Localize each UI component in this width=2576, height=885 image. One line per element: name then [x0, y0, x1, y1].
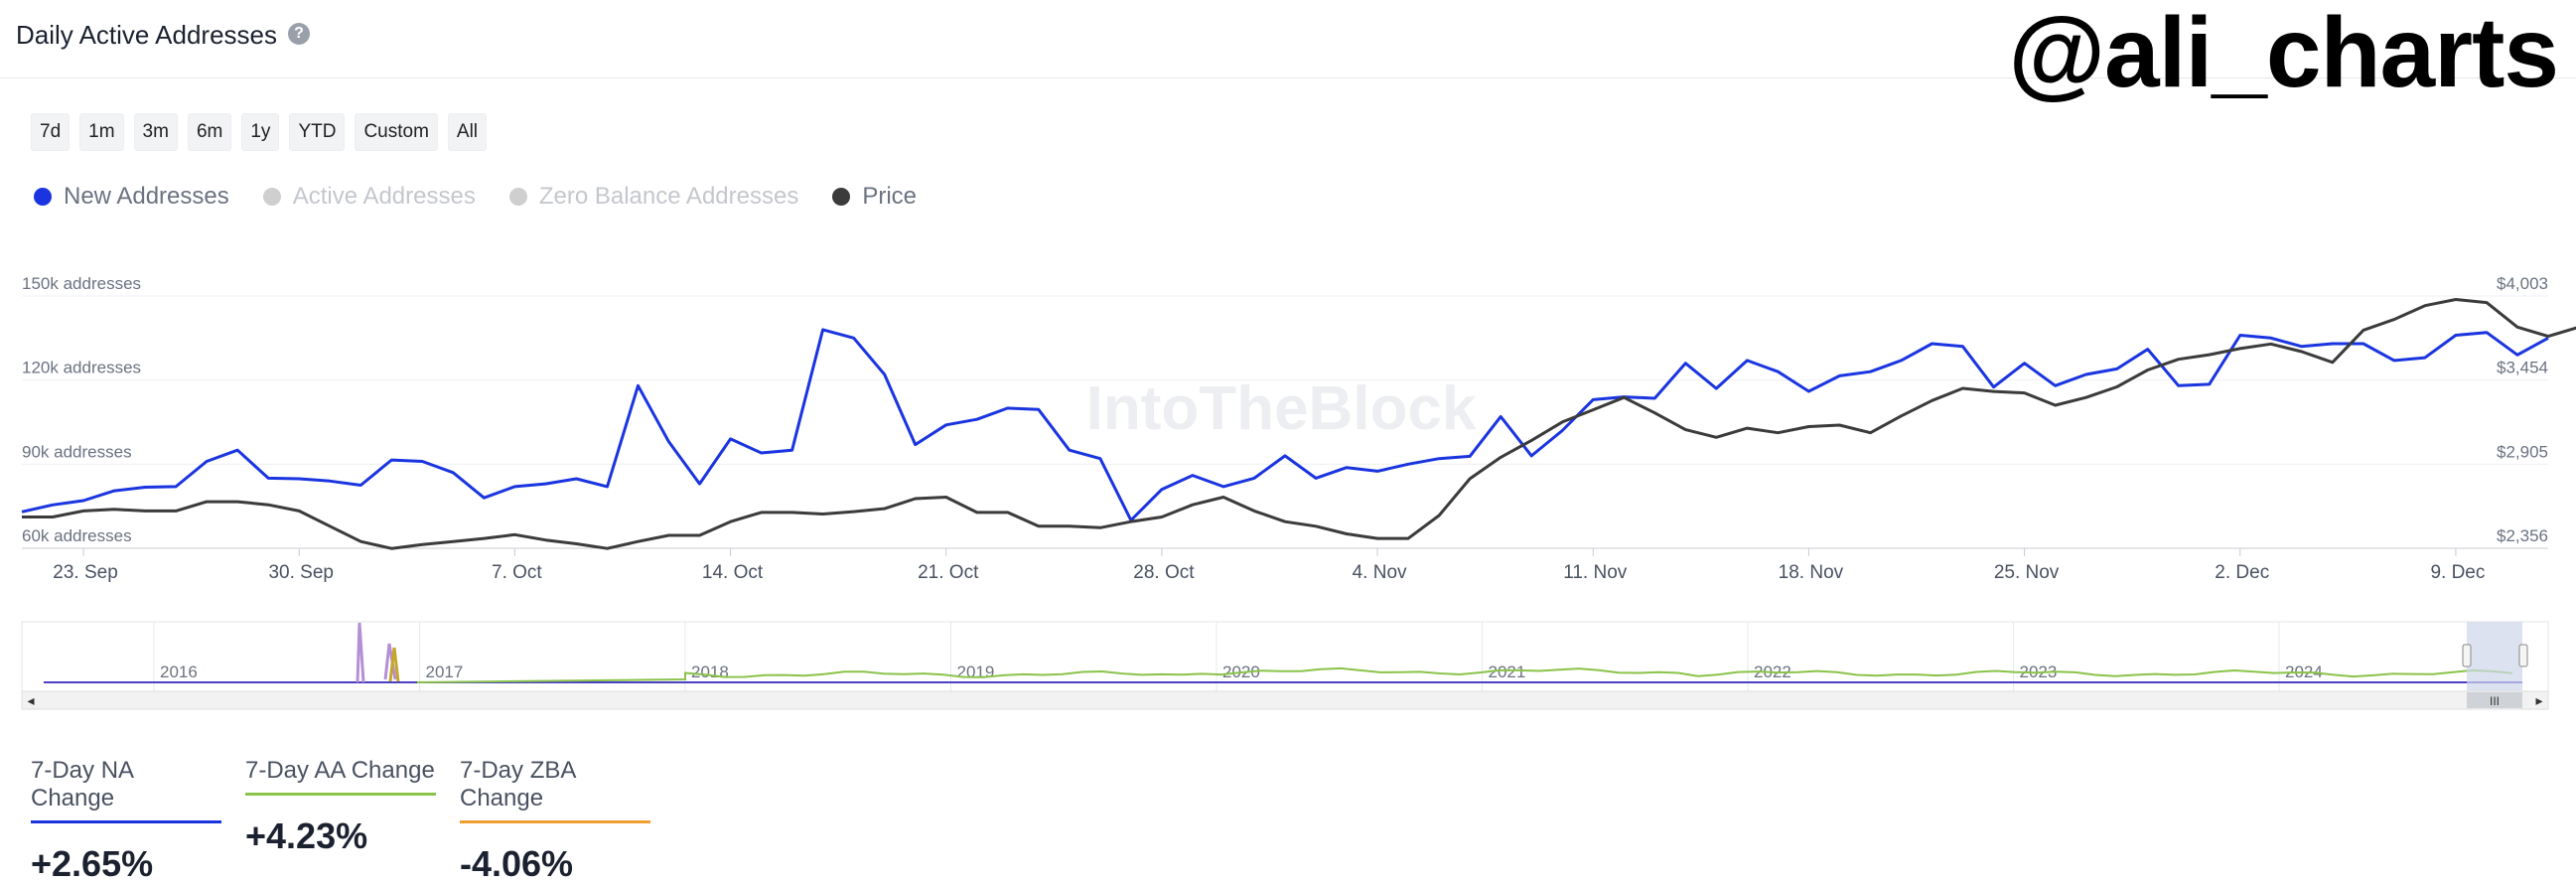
- legend-dot-icon: [262, 188, 281, 206]
- navigator-frame: [21, 621, 2549, 692]
- range-custom-button[interactable]: Custom: [355, 113, 438, 151]
- navigator-left-handle[interactable]: [2462, 644, 2472, 667]
- x-tick-label: 11. Nov: [1563, 562, 1628, 583]
- kpi-value: +4.23%: [245, 815, 368, 856]
- kpi-label: 7-Day ZBA Change: [460, 757, 576, 811]
- legend-label: Active Addresses: [292, 183, 476, 210]
- navigator-year-label: 2016: [160, 663, 198, 681]
- y-left-tick-label: 120k addresses: [22, 359, 141, 377]
- kpi-aa-change: 7-Day AA Change +4.23%: [245, 757, 436, 885]
- kpi-na-change: 7-Day NA Change +2.65%: [31, 757, 221, 885]
- page-title: Daily Active Addresses: [16, 20, 278, 50]
- x-tick-label: 25. Nov: [1994, 562, 2060, 583]
- y-left-tick-label: 60k addresses: [22, 526, 132, 545]
- y-right-tick-label: $4,003: [2497, 274, 2548, 293]
- legend-new-addresses[interactable]: New Addresses: [34, 183, 229, 211]
- main-chart[interactable]: IntoTheBlock 60k addresses 90k addresses 1…: [0, 258, 2576, 596]
- kpi-value: +2.65%: [31, 843, 154, 884]
- author-watermark: @ali_charts: [2008, 0, 2559, 108]
- y-right-tick-label: $3,454: [2497, 359, 2548, 377]
- legend-label: Price: [862, 183, 918, 210]
- y-right-tick-label: $2,905: [2497, 442, 2548, 461]
- x-tick-label: 23. Sep: [53, 562, 118, 583]
- navigator-year-label: 2018: [691, 663, 729, 681]
- kpi-row: 7-Day NA Change +2.65% 7-Day AA Change +…: [31, 757, 650, 885]
- x-tick-label: 2. Dec: [2215, 562, 2269, 583]
- navigator-spike-2: [388, 647, 400, 682]
- legend-dot-icon: [832, 188, 851, 206]
- scroll-left-icon[interactable]: ◂: [27, 692, 34, 708]
- x-tick-label: 9. Dec: [2430, 562, 2485, 583]
- legend-dot-icon: [508, 188, 527, 206]
- range-6m-button[interactable]: 6m: [187, 113, 232, 151]
- legend-label: Zero Balance Addresses: [538, 183, 799, 210]
- x-tick-label: 18. Nov: [1779, 562, 1844, 583]
- range-3m-button[interactable]: 3m: [133, 113, 178, 151]
- navigator[interactable]: 2016 2017 2018 2019 2020 2021 2022 2023 2024 III…: [0, 618, 2576, 713]
- kpi-label: 7-Day NA Change: [31, 757, 133, 811]
- navigator-right-handle[interactable]: [2518, 644, 2528, 667]
- kpi-underline: [245, 793, 436, 796]
- x-tick-label: 4. Nov: [1353, 562, 1407, 583]
- kpi-underline: [31, 820, 221, 823]
- navigator-scrollbar-thumb[interactable]: [2467, 692, 2522, 708]
- kpi-value: -4.06%: [460, 843, 574, 884]
- chart-watermark: IntoTheBlock: [1086, 374, 1477, 443]
- legend-zero-balance-addresses[interactable]: Zero Balance Addresses: [508, 183, 799, 211]
- scrollbar-grip-icon: III: [2490, 694, 2500, 708]
- y-left-tick-label: 150k addresses: [22, 274, 141, 293]
- chart-legend: New Addresses Active Addresses Zero Bala…: [34, 183, 917, 211]
- x-tick-label: 28. Oct: [1133, 562, 1195, 583]
- navigator-selection[interactable]: [2467, 622, 2522, 691]
- x-tick-label: 21. Oct: [918, 562, 979, 583]
- y-left-tick-label: 90k addresses: [22, 442, 132, 461]
- legend-label: New Addresses: [64, 183, 229, 210]
- navigator-aa-series: [416, 666, 2513, 683]
- scroll-right-icon[interactable]: ▸: [2535, 692, 2542, 708]
- navigator-year-label: 2021: [1489, 663, 1526, 681]
- legend-active-addresses[interactable]: Active Addresses: [262, 183, 476, 211]
- range-ytd-button[interactable]: YTD: [289, 113, 346, 151]
- series-line-new-addresses[interactable]: [21, 328, 2549, 522]
- navigator-year-label: 2017: [426, 663, 464, 681]
- range-7d-button[interactable]: 7d: [31, 113, 71, 151]
- range-selector: 7d 1m 3m 6m 1y YTD Custom All: [31, 113, 488, 151]
- legend-price[interactable]: Price: [832, 183, 917, 211]
- kpi-zba-change: 7-Day ZBA Change -4.06%: [460, 757, 650, 885]
- range-1y-button[interactable]: 1y: [241, 113, 280, 151]
- navigator-year-label: 2019: [957, 663, 995, 681]
- chart-header: Daily Active Addresses ? @ali_charts: [0, 0, 2576, 107]
- legend-dot-icon: [34, 188, 52, 206]
- y-right-tick-label: $2,356: [2497, 526, 2548, 545]
- kpi-label: 7-Day AA Change: [245, 757, 435, 784]
- help-icon[interactable]: ?: [288, 23, 310, 45]
- kpi-underline: [460, 820, 650, 823]
- range-all-button[interactable]: All: [447, 113, 488, 151]
- x-tick-label: 30. Sep: [268, 562, 334, 583]
- navigator-scrollbar-track[interactable]: [21, 690, 2549, 710]
- range-1m-button[interactable]: 1m: [79, 113, 124, 151]
- x-tick-label: 14. Oct: [702, 562, 764, 583]
- series-line-price[interactable]: [22, 298, 2576, 550]
- x-tick-label: 7. Oct: [492, 562, 542, 583]
